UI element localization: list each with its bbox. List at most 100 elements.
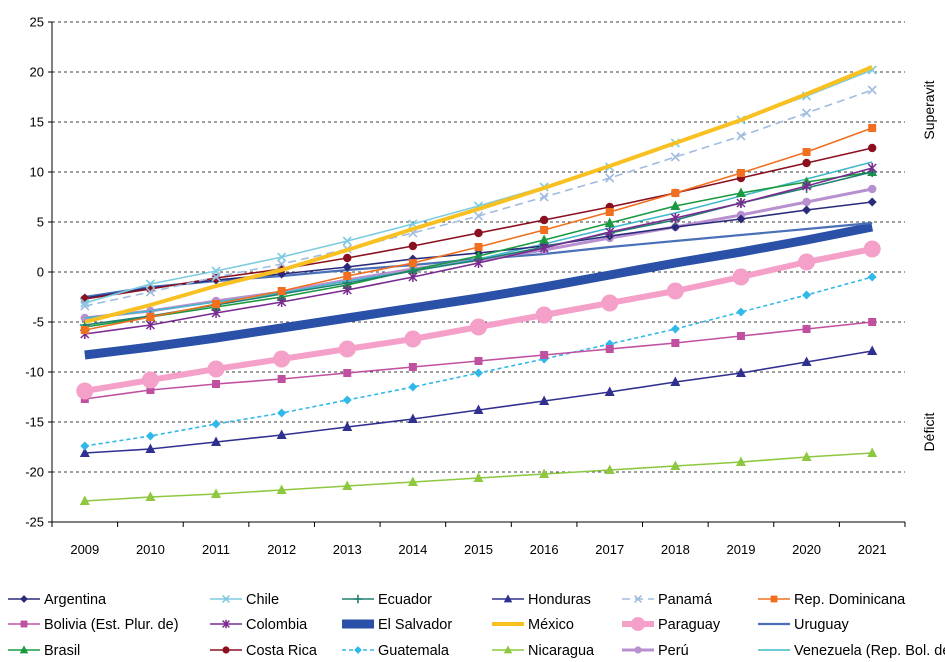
data-point xyxy=(634,595,642,603)
x-tick-label: 2010 xyxy=(136,542,165,557)
data-point xyxy=(408,272,418,282)
legend-entry: Paraguay xyxy=(622,617,721,633)
data-point xyxy=(474,228,483,238)
series-line xyxy=(84,65,873,324)
series-lines xyxy=(76,65,881,505)
data-point xyxy=(343,369,352,377)
series-rep-dominicana xyxy=(80,124,877,334)
data-point xyxy=(539,192,549,202)
data-point xyxy=(671,189,680,197)
data-point xyxy=(145,279,155,289)
data-point xyxy=(211,436,222,446)
legend-entry: Honduras xyxy=(492,592,591,608)
data-point xyxy=(670,376,681,386)
data-point xyxy=(540,226,549,234)
data-point xyxy=(145,491,156,501)
data-point xyxy=(222,595,230,603)
data-point xyxy=(867,184,877,194)
legend-label: Perú xyxy=(658,643,689,659)
data-point xyxy=(277,252,287,262)
series-honduras xyxy=(79,345,878,457)
data-point xyxy=(342,285,352,295)
legend-entry: Ecuador xyxy=(342,592,432,608)
data-point xyxy=(605,345,614,353)
data-point xyxy=(222,619,230,629)
legend-entry: Nicaragua xyxy=(492,643,595,659)
data-point xyxy=(802,148,811,156)
data-point xyxy=(76,382,94,400)
data-point xyxy=(338,340,356,358)
data-point xyxy=(670,222,680,232)
data-point xyxy=(868,124,877,132)
y-tick-label: 0 xyxy=(37,265,44,280)
legend-label: Chile xyxy=(246,592,279,608)
legend-label: Paraguay xyxy=(658,617,721,633)
data-point xyxy=(342,421,353,431)
y-tick-label: 5 xyxy=(37,215,44,230)
data-point xyxy=(470,318,487,336)
data-point xyxy=(276,429,287,439)
data-point xyxy=(222,646,230,654)
data-point xyxy=(670,460,681,470)
legend-entry: Colombia xyxy=(210,617,308,633)
data-point xyxy=(798,253,816,271)
data-point xyxy=(670,213,680,223)
data-point xyxy=(277,287,286,295)
data-point xyxy=(735,187,746,197)
data-point xyxy=(342,395,352,405)
legend-label: El Salvador xyxy=(378,617,452,633)
data-point xyxy=(539,215,549,225)
data-point xyxy=(666,282,684,300)
data-point xyxy=(20,595,28,603)
data-point xyxy=(473,211,484,221)
data-point xyxy=(408,382,418,392)
data-point xyxy=(342,480,353,490)
series-el-salvador xyxy=(84,222,874,360)
y-tick-label: -5 xyxy=(32,315,44,330)
data-point xyxy=(604,464,615,474)
data-point xyxy=(867,85,877,95)
legend-entry: México xyxy=(492,617,574,633)
x-tick-label: 2015 xyxy=(464,542,493,557)
data-point xyxy=(802,290,812,300)
data-point xyxy=(353,594,363,604)
data-point xyxy=(80,298,90,308)
legend-entry: Venezuela (Rep. Bol. de) xyxy=(758,643,945,659)
x-tick-label: 2013 xyxy=(333,542,362,557)
x-tick-label: 2014 xyxy=(398,542,427,557)
data-point xyxy=(735,456,746,466)
legend-label: Nicaragua xyxy=(528,643,595,659)
data-point xyxy=(212,300,221,308)
data-point xyxy=(736,198,746,208)
legend-label: Panamá xyxy=(658,592,713,608)
data-point xyxy=(342,236,352,246)
data-point xyxy=(145,443,156,453)
data-point xyxy=(736,214,746,224)
data-point xyxy=(473,404,484,414)
data-point xyxy=(540,351,549,359)
data-point xyxy=(539,234,550,244)
x-tick-label: 2017 xyxy=(595,542,624,557)
data-point xyxy=(211,488,222,498)
data-point xyxy=(146,386,155,394)
data-point xyxy=(473,472,484,482)
data-point xyxy=(802,197,811,207)
data-point xyxy=(605,173,615,183)
x-tick-label: 2009 xyxy=(70,542,99,557)
legend-entry: Rep. Dominicana xyxy=(758,592,906,608)
data-point xyxy=(79,447,90,457)
y-tick-label: 25 xyxy=(30,15,44,30)
series-line xyxy=(84,350,873,454)
data-point xyxy=(474,368,483,378)
data-point xyxy=(867,163,877,173)
data-point xyxy=(503,645,513,654)
legend-entry: Chile xyxy=(210,592,279,608)
data-point xyxy=(145,431,155,441)
x-tick-label: 2012 xyxy=(267,542,296,557)
data-point xyxy=(408,241,418,251)
data-point xyxy=(634,646,642,654)
data-point xyxy=(802,325,811,333)
data-point xyxy=(802,158,811,168)
data-point xyxy=(277,375,286,383)
y-tick-label: -15 xyxy=(25,415,44,430)
